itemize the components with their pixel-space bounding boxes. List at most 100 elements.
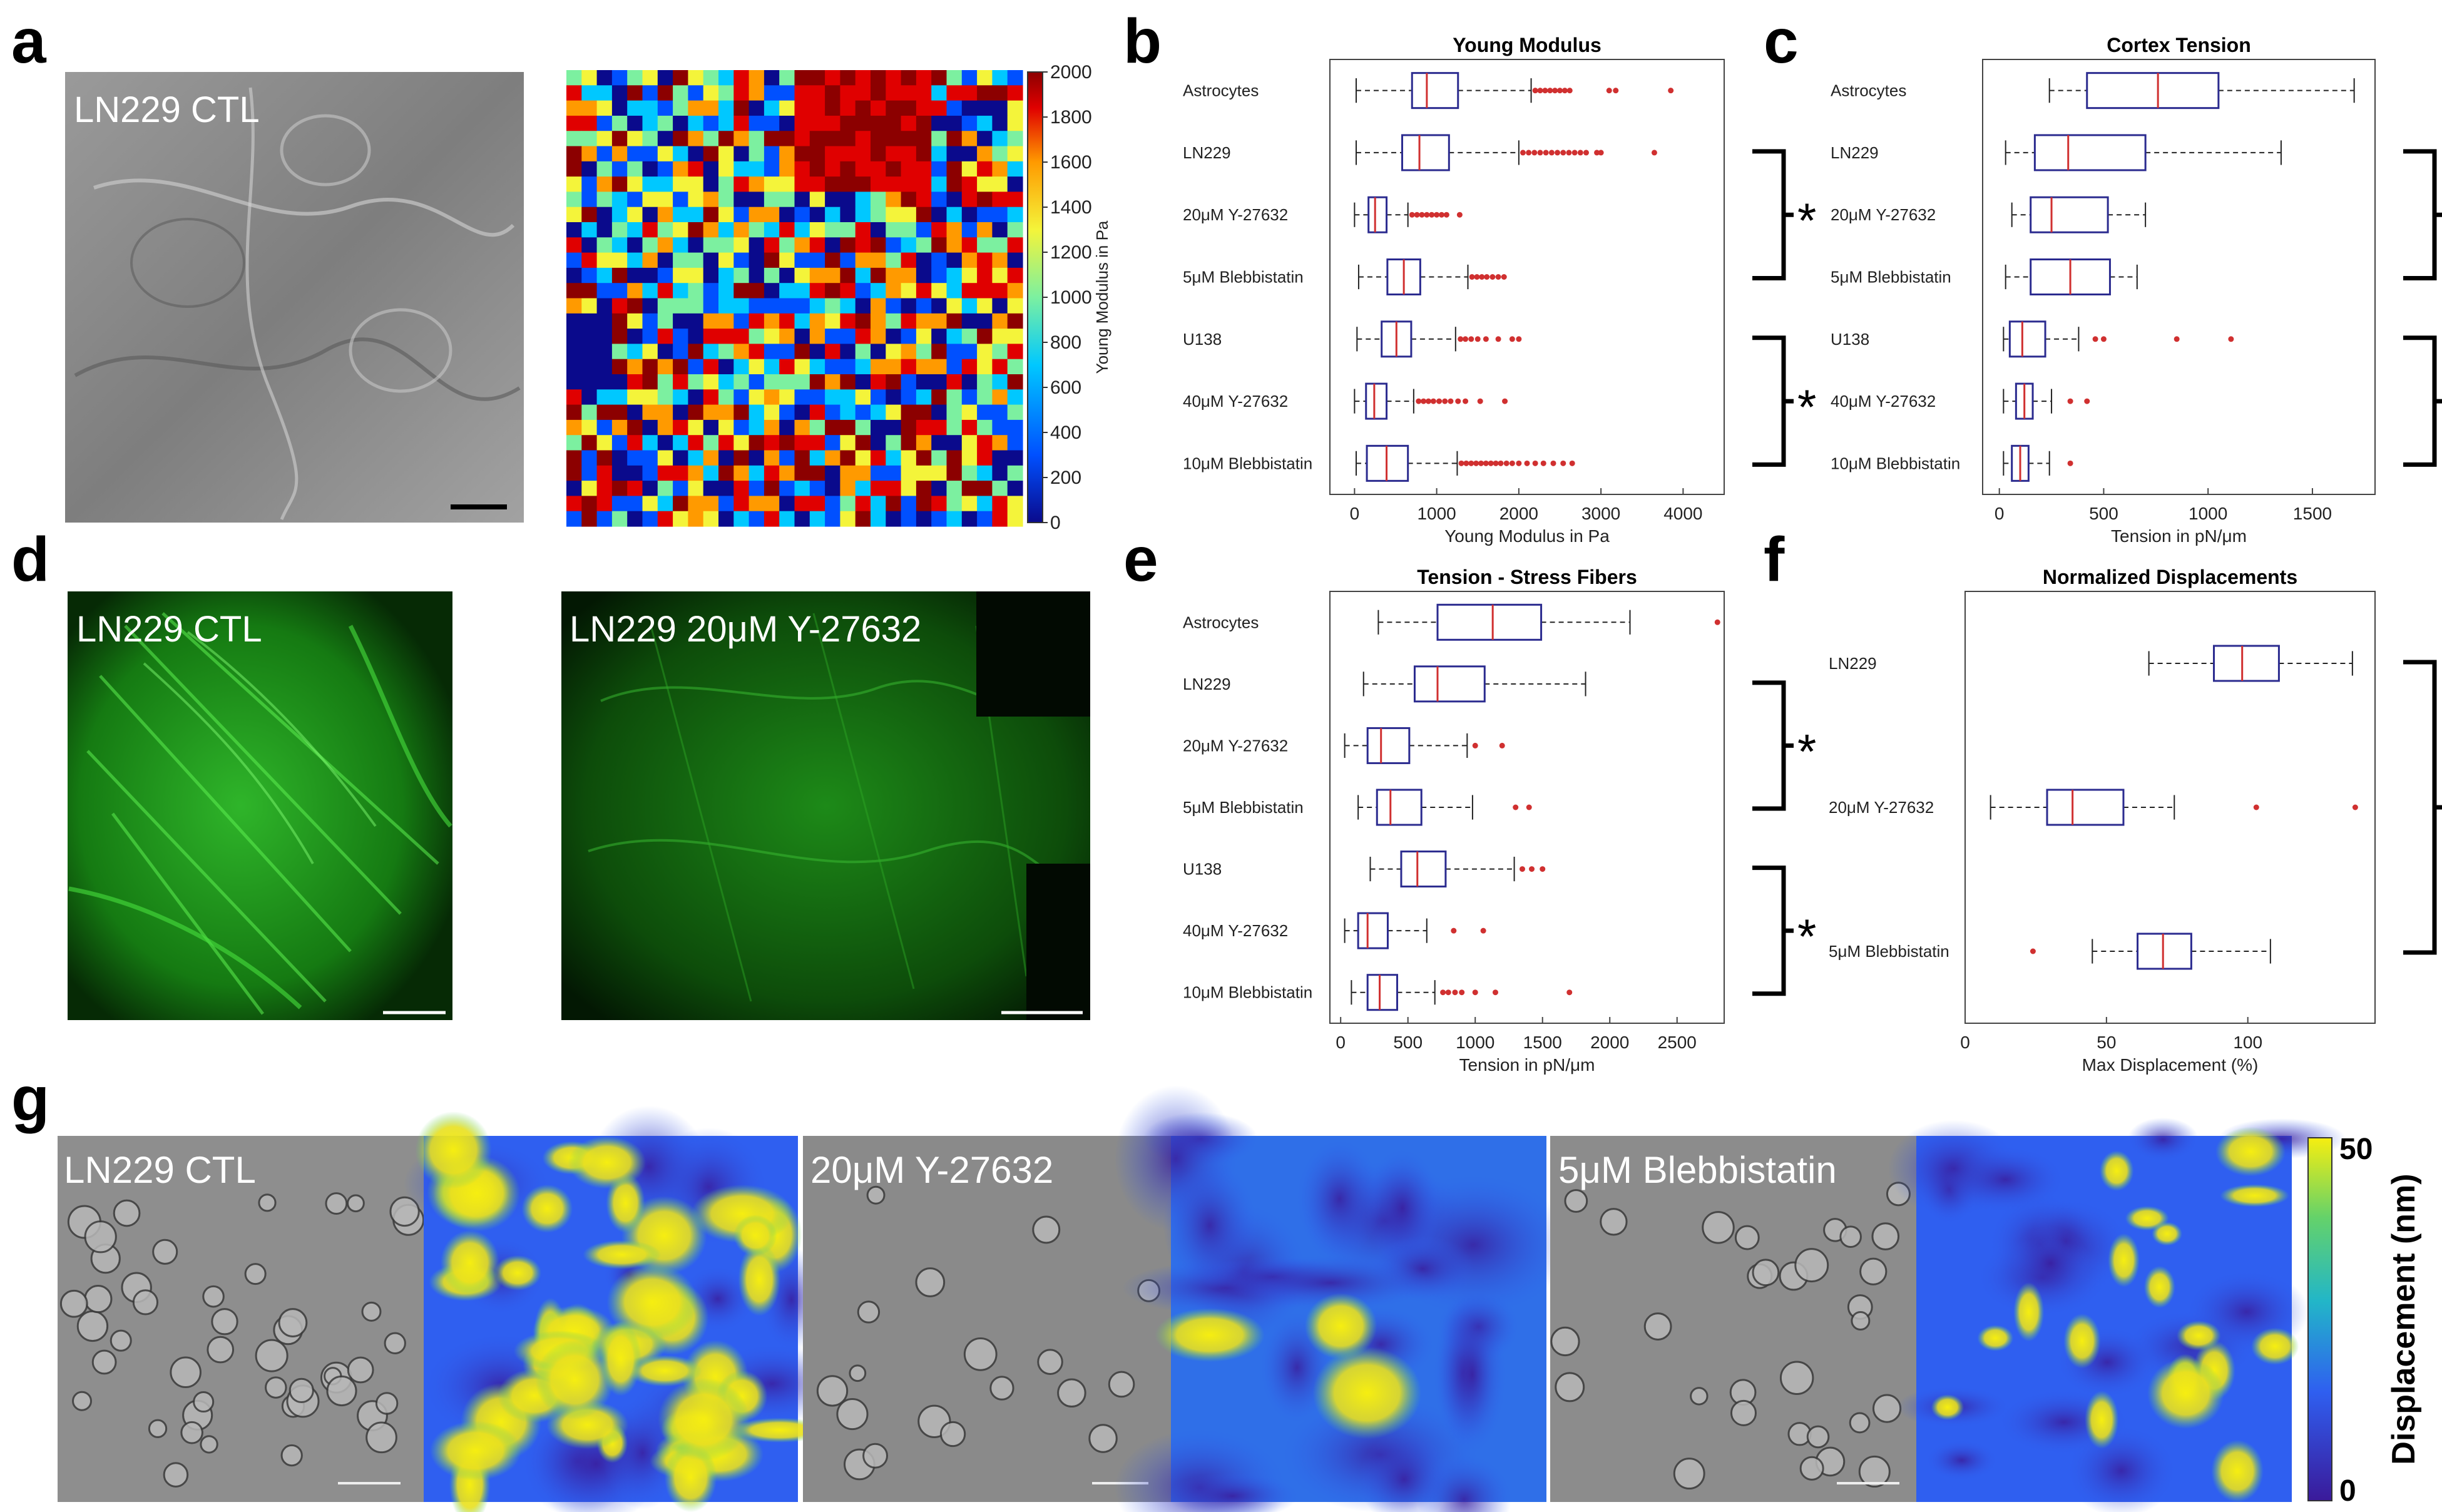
afm-cell [581,496,598,512]
afm-cell [673,207,688,223]
afm-cell [581,146,598,162]
afm-cell [992,252,1008,268]
afm-cell [916,115,932,131]
cell [1564,1189,1588,1213]
afm-cell [871,329,886,344]
afm-cell [627,100,643,116]
afm-cell [748,115,765,131]
afm-cell [825,435,840,451]
outlier-point [1430,398,1436,404]
afm-cell [627,298,643,314]
afm-cell [703,115,719,131]
panel-letter-g: g [11,1064,49,1134]
afm-cell [961,252,978,268]
afm-cell [779,85,795,101]
afm-cell [566,374,582,390]
afm-cell [901,176,917,192]
chart-normalized-displacements: Normalized Displacements 0 50 100 Max Displa… [1829,566,2442,1075]
afm-cell [642,450,658,466]
afm-cell [764,161,780,177]
afm-cell [566,450,582,466]
afm-cell [764,374,780,390]
afm-cell [581,161,598,177]
afm-cell [611,85,628,101]
significance-bracket [2403,660,2442,955]
afm-cell [657,465,673,481]
afm-cell [916,252,932,268]
high-displacement-blob [535,1340,614,1419]
afm-cell [946,389,963,406]
x-tick-label: 1000 [1417,504,1456,523]
afm-cell [1007,252,1023,268]
afm-cell [657,313,673,329]
afm-cell [657,70,673,86]
afm-cell [840,176,856,192]
cell [866,1185,886,1205]
outlier-point [1529,866,1535,872]
afm-cell [992,465,1008,481]
afm-cell [840,374,856,390]
outlier-point [1526,150,1532,156]
afm-cell [581,192,598,208]
afm-cell [688,100,704,116]
iqr-box [2033,134,2147,171]
afm-cell [977,329,993,344]
outlier-point [1566,150,1572,156]
afm-cell [886,298,902,314]
low-displacement-blob [2066,1424,2177,1512]
afm-cell [961,192,978,208]
afm-cell [931,298,948,314]
afm-cell [703,419,719,436]
afm-cell [566,115,582,131]
afm-cell [840,329,856,344]
afm-cell [764,283,780,299]
afm-cell [871,404,886,421]
outlier-point [1473,460,1479,466]
afm-cell [642,404,658,421]
afm-cell [779,298,795,314]
afm-cell [673,435,688,451]
afm-cell [871,481,886,496]
outlier-point [1484,274,1490,280]
afm-cell [977,131,993,147]
category-label: 20μM Y-27632 [1183,205,1288,224]
afm-cell [901,389,917,406]
outlier-point [1452,989,1458,996]
outlier-point [1459,989,1465,996]
afm-cell [688,374,704,390]
afm-cell [931,192,948,208]
afm-cell [581,131,598,147]
cell [1872,1394,1902,1423]
afm-cell [961,85,978,101]
outlier-point [1479,274,1485,280]
afm-cell [703,465,719,481]
afm-cell [901,85,917,101]
cell [939,1421,966,1448]
afm-cell [688,192,704,208]
outlier-point [1488,460,1494,466]
afm-cell [871,298,886,314]
afm-cell [886,252,902,268]
afm-cell [886,481,902,496]
afm-cell [855,146,871,162]
afm-cell [779,465,795,481]
afm-cell [718,450,734,466]
afm-cell [931,359,948,375]
afm-cell [673,450,688,466]
afm-cell [855,100,871,116]
afm-cell [977,222,993,238]
afm-cell [581,450,598,466]
outlier-point [1414,212,1420,218]
outlier-point [1478,460,1484,466]
afm-cell [611,450,628,466]
afm-cell [931,222,948,238]
outlier-point [1516,460,1522,466]
outlier-point [1566,989,1573,996]
afm-cell [825,70,840,86]
afm-cell [916,465,932,481]
afm-cell [916,435,932,451]
cell [207,1336,235,1364]
afm-cell [673,100,688,116]
high-displacement-blob [2125,1206,2169,1231]
afm-cell [673,344,688,360]
